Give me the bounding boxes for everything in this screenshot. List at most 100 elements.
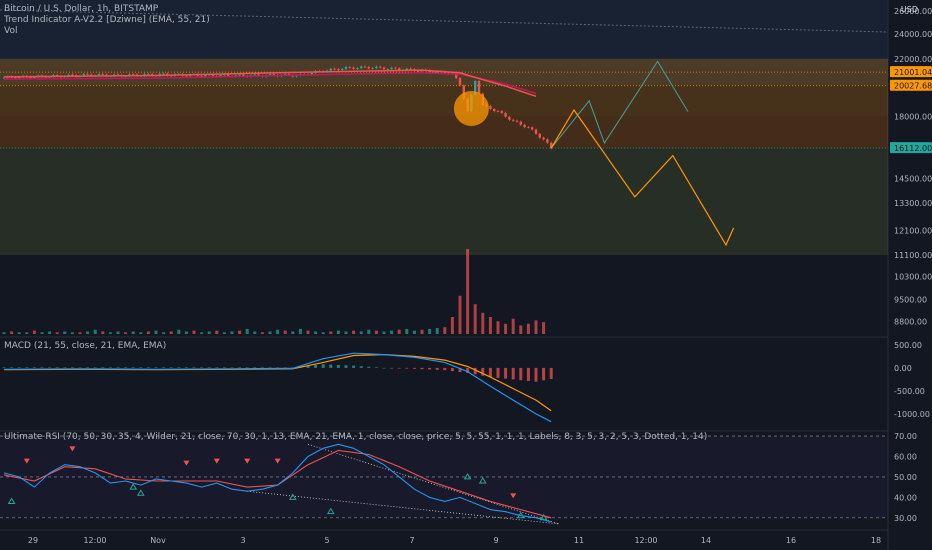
candle-body [534, 129, 538, 134]
macd-histogram-bar [70, 367, 74, 369]
rsi-marker-up [326, 507, 335, 515]
candle-body [375, 66, 378, 69]
axis-label: 22000.00 [894, 55, 932, 64]
macd-histogram-bar [162, 367, 166, 369]
rsi-marker-up [463, 472, 472, 480]
candle-body [284, 74, 287, 76]
macd-histogram-bar [124, 367, 128, 369]
macd-histogram-bar [473, 367, 477, 375]
candle-body [143, 73, 146, 76]
volume-bar [146, 331, 150, 334]
candle-body [519, 121, 522, 125]
axis-label: 70.00 [894, 432, 917, 441]
macd-histogram-bar [519, 367, 523, 381]
volume-bar [230, 331, 234, 334]
candle-body [496, 111, 500, 112]
volume-bar [101, 331, 105, 334]
macd-histogram-bar [382, 367, 386, 369]
volume-bar [200, 332, 204, 334]
candle-body [390, 67, 393, 70]
time-label: 3 [240, 536, 245, 545]
volume-bar [162, 332, 166, 334]
candle-body [33, 76, 36, 78]
candle-body [185, 75, 188, 77]
axis-label: 11100.00 [894, 251, 932, 260]
macd-histogram-bar [116, 367, 120, 369]
volume-bar [124, 332, 128, 334]
macd-histogram-bar [283, 367, 287, 369]
rsi-divergence-line [247, 490, 559, 525]
macd-histogram-bar [93, 367, 97, 369]
rsi-pane[interactable] [0, 435, 888, 525]
candle-body [219, 75, 222, 77]
volume-bar [283, 330, 287, 334]
macd-histogram-bar [534, 367, 538, 382]
axis-label-badge [890, 66, 932, 78]
macd-histogram-bar [17, 367, 21, 369]
volume-bar [207, 331, 211, 334]
candle-body [67, 74, 70, 77]
candle-body [337, 69, 340, 71]
volume-bar [306, 330, 310, 334]
volume-bar [473, 304, 477, 334]
candle-body [132, 74, 135, 76]
volume-bar [25, 332, 29, 334]
axis-label: 9500.00 [894, 296, 927, 305]
ema-slow-line [3, 72, 537, 95]
rsi-marker-up [129, 483, 138, 490]
axis-label: 26000.00 [894, 7, 932, 16]
price-axis[interactable]: 26000.00 24000.00 22000.00 21001.04 20027.68… [890, 7, 932, 523]
candle-body [512, 119, 515, 121]
candle-body [367, 67, 370, 69]
rsi-band [0, 436, 888, 518]
macd-histogram-bar [253, 367, 257, 369]
zone-2 [0, 148, 888, 256]
macd-histogram-bar [291, 367, 295, 369]
macd-histogram-bar [268, 367, 272, 369]
volume-bar [238, 330, 242, 334]
time-label: 5 [324, 536, 329, 545]
volume-bar [511, 318, 515, 334]
axis-label: 13300.00 [894, 199, 932, 208]
volume-bar [314, 331, 318, 334]
volume-bar [184, 331, 188, 334]
candle-body [504, 112, 507, 117]
candle-body [97, 73, 101, 76]
macd-histogram-bar [192, 367, 196, 369]
macd-pane[interactable] [2, 352, 553, 423]
volume-bar [48, 331, 52, 334]
volume-bar [268, 331, 272, 334]
macd-histogram-bar [2, 367, 6, 369]
axis-label: 40.00 [894, 493, 917, 502]
volume-bar [298, 328, 302, 334]
volume-bar [359, 331, 363, 334]
macd-histogram-bar [526, 367, 530, 381]
axis-label-badge [890, 142, 932, 154]
rsi-marker-up [288, 493, 297, 500]
volume-bar [215, 330, 219, 334]
axis-label: 50.00 [894, 473, 917, 482]
candle-body [348, 66, 351, 68]
axis-label-badge [890, 79, 932, 91]
volume-bar [458, 295, 462, 334]
rsi-marker-down [274, 458, 281, 464]
time-label: 12:00 [83, 536, 106, 545]
rsi-marker-up [516, 511, 525, 519]
axis-label: 20027.68 [894, 82, 932, 91]
volume-bar [169, 331, 173, 334]
volume-bar [192, 330, 196, 334]
rsi-marker-up [7, 497, 16, 504]
macd-histogram-bar [367, 366, 371, 368]
volume-bar [504, 323, 508, 334]
candle-body [18, 77, 21, 79]
time-axis[interactable]: 29 12:00 Nov 3 5 7 9 11 12:00 14 16 18 [28, 536, 881, 545]
highlight-circle [453, 90, 489, 126]
price-pane[interactable] [0, 9, 889, 334]
candle-body [56, 75, 59, 76]
macd-histogram-bar [314, 365, 318, 368]
rsi-line [3, 443, 552, 523]
trendline-top [0, 9, 889, 33]
volume-bar [78, 332, 82, 334]
rsi-marker-down [213, 458, 220, 464]
macd-signal-line [3, 353, 552, 412]
